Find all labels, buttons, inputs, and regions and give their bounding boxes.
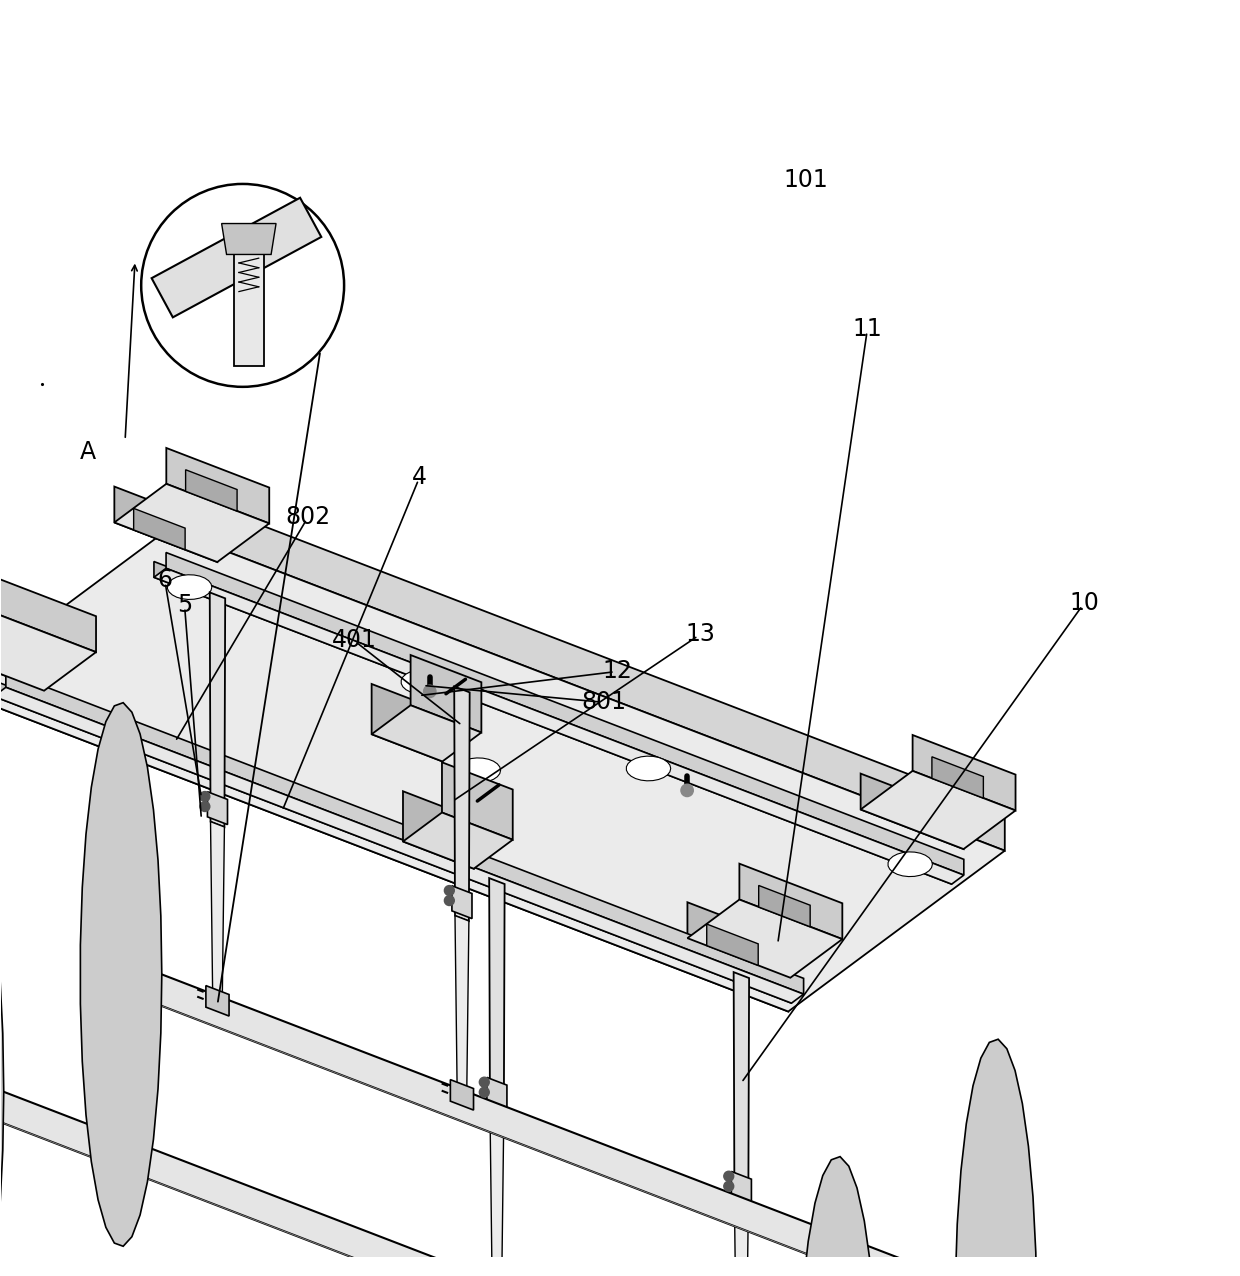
Polygon shape (759, 886, 810, 926)
Polygon shape (206, 985, 229, 1016)
Circle shape (200, 801, 210, 812)
Polygon shape (0, 612, 95, 690)
Polygon shape (0, 680, 791, 1003)
Polygon shape (450, 1079, 474, 1110)
Polygon shape (154, 568, 963, 884)
Polygon shape (134, 508, 185, 550)
Polygon shape (489, 878, 505, 1113)
Polygon shape (151, 198, 321, 318)
Text: 13: 13 (686, 623, 715, 646)
Polygon shape (403, 813, 512, 869)
Polygon shape (154, 561, 951, 884)
Polygon shape (0, 820, 4, 1276)
Polygon shape (955, 1039, 1037, 1276)
Circle shape (444, 886, 454, 896)
Polygon shape (455, 916, 469, 1108)
Polygon shape (861, 771, 1016, 849)
Polygon shape (372, 684, 443, 762)
Circle shape (724, 1171, 734, 1182)
Polygon shape (913, 735, 1016, 810)
Polygon shape (0, 688, 804, 1003)
Polygon shape (210, 592, 226, 827)
Polygon shape (81, 703, 161, 1247)
Polygon shape (441, 762, 512, 840)
Text: 6: 6 (157, 568, 172, 592)
Text: 801: 801 (582, 690, 626, 715)
Polygon shape (169, 490, 1004, 851)
Polygon shape (234, 223, 264, 366)
Polygon shape (626, 757, 671, 781)
Polygon shape (166, 448, 269, 523)
Polygon shape (734, 972, 749, 1207)
Circle shape (200, 791, 210, 801)
Circle shape (724, 1182, 734, 1192)
Polygon shape (167, 574, 212, 600)
Polygon shape (485, 1271, 508, 1276)
Polygon shape (487, 1077, 507, 1110)
Polygon shape (454, 686, 470, 921)
Circle shape (681, 785, 693, 796)
Polygon shape (490, 1108, 503, 1276)
Polygon shape (707, 924, 758, 966)
Polygon shape (6, 671, 804, 994)
Polygon shape (797, 1156, 879, 1276)
Polygon shape (739, 864, 842, 939)
Circle shape (424, 685, 436, 698)
Polygon shape (372, 706, 481, 762)
Polygon shape (456, 758, 501, 782)
Polygon shape (211, 822, 224, 1013)
Polygon shape (0, 651, 789, 1012)
Circle shape (480, 1087, 490, 1097)
Polygon shape (732, 1171, 751, 1205)
Polygon shape (0, 615, 45, 690)
Polygon shape (0, 577, 95, 652)
Polygon shape (734, 1201, 748, 1276)
Polygon shape (687, 900, 842, 977)
Polygon shape (687, 902, 790, 977)
Polygon shape (0, 530, 1004, 1012)
Circle shape (444, 896, 454, 906)
Text: 101: 101 (784, 168, 828, 193)
Polygon shape (451, 886, 472, 919)
Text: A: A (79, 440, 95, 464)
Polygon shape (114, 486, 217, 561)
Polygon shape (888, 852, 932, 877)
Polygon shape (207, 791, 227, 824)
Text: 11: 11 (853, 316, 883, 341)
Polygon shape (932, 757, 983, 798)
Polygon shape (403, 791, 474, 869)
Polygon shape (0, 1076, 838, 1276)
Polygon shape (114, 484, 269, 561)
Polygon shape (861, 773, 963, 849)
Polygon shape (186, 470, 237, 512)
Text: 802: 802 (285, 505, 331, 528)
Polygon shape (122, 958, 996, 1276)
Text: 5: 5 (177, 592, 192, 616)
Polygon shape (410, 655, 481, 732)
Text: 4: 4 (412, 466, 427, 489)
Text: 12: 12 (603, 660, 632, 684)
Text: 10: 10 (1069, 591, 1099, 615)
Text: 401: 401 (331, 629, 377, 652)
Polygon shape (402, 670, 445, 694)
Polygon shape (166, 553, 963, 875)
Polygon shape (222, 223, 277, 254)
Circle shape (480, 1077, 490, 1087)
